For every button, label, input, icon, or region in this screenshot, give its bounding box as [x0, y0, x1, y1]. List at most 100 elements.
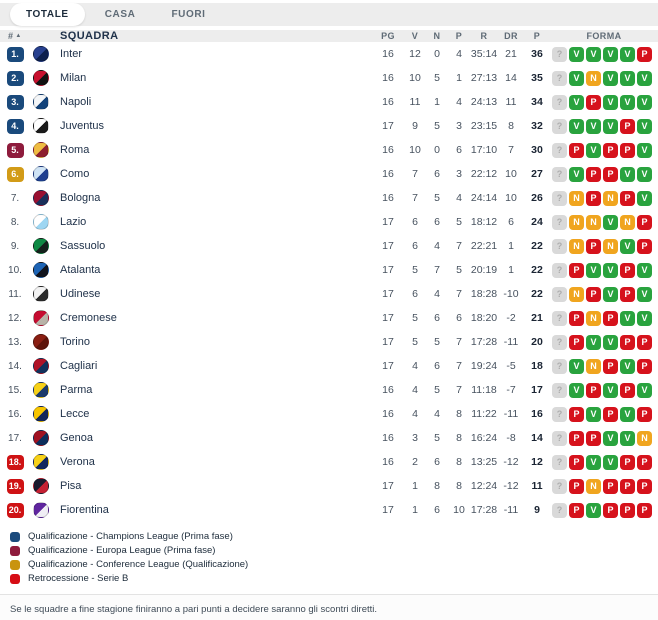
forma-upcoming-badge[interactable]: ? — [552, 46, 567, 62]
table-row[interactable]: 1. Inter 16 12 0 4 35:14 21 36? V V V V P — [0, 42, 658, 66]
header-pg[interactable]: PG — [381, 31, 395, 41]
forma-result-badge[interactable]: V — [637, 190, 652, 206]
table-row[interactable]: 19. Pisa 17 1 8 8 12:24 -12 11? P N P P P — [0, 474, 658, 498]
forma-result-badge[interactable]: V — [569, 70, 584, 86]
forma-upcoming-badge[interactable]: ? — [552, 142, 567, 158]
forma-upcoming-badge[interactable]: ? — [552, 238, 567, 254]
forma-result-badge[interactable]: P — [569, 478, 584, 494]
forma-upcoming-badge[interactable]: ? — [552, 334, 567, 350]
header-pts[interactable]: P — [533, 31, 541, 41]
forma-result-badge[interactable]: P — [637, 358, 652, 374]
table-row[interactable]: 17. Genoa 16 3 5 8 16:24 -8 14? P P V V N — [0, 426, 658, 450]
team-name[interactable]: Torino — [60, 336, 90, 348]
table-row[interactable]: 5. Roma 16 10 0 6 17:10 7 30? P V P P V — [0, 138, 658, 162]
table-row[interactable]: 9. Sassuolo 17 6 4 7 22:21 1 22? N P N V P — [0, 234, 658, 258]
forma-result-badge[interactable]: N — [569, 286, 584, 302]
forma-result-badge[interactable]: P — [620, 262, 635, 278]
tab-casa[interactable]: CASA — [104, 9, 136, 20]
table-row[interactable]: 14. Cagliari 17 4 6 7 19:24 -5 18? V N P V P — [0, 354, 658, 378]
forma-result-badge[interactable]: P — [620, 502, 635, 518]
forma-result-badge[interactable]: V — [620, 358, 635, 374]
forma-result-badge[interactable]: P — [603, 478, 618, 494]
forma-result-badge[interactable]: V — [620, 238, 635, 254]
forma-result-badge[interactable]: V — [603, 46, 618, 62]
forma-result-badge[interactable]: P — [569, 430, 584, 446]
forma-result-badge[interactable]: V — [569, 94, 584, 110]
forma-result-badge[interactable]: P — [569, 142, 584, 158]
forma-result-badge[interactable]: P — [620, 382, 635, 398]
forma-result-badge[interactable]: V — [603, 214, 618, 230]
forma-result-badge[interactable]: V — [603, 118, 618, 134]
forma-result-badge[interactable]: N — [637, 430, 652, 446]
forma-result-badge[interactable]: V — [637, 70, 652, 86]
forma-result-badge[interactable]: V — [603, 382, 618, 398]
forma-result-badge[interactable]: V — [620, 310, 635, 326]
forma-result-badge[interactable]: V — [620, 46, 635, 62]
forma-result-badge[interactable]: V — [569, 382, 584, 398]
table-row[interactable]: 18. Verona 16 2 6 8 13:25 -12 12? P V V P P — [0, 450, 658, 474]
forma-result-badge[interactable]: V — [586, 46, 601, 62]
table-row[interactable]: 6. Como 16 7 6 3 22:12 10 27? V P P V V — [0, 162, 658, 186]
team-name[interactable]: Udinese — [60, 288, 101, 300]
forma-result-badge[interactable]: P — [569, 334, 584, 350]
forma-result-badge[interactable]: P — [586, 382, 601, 398]
forma-result-badge[interactable]: P — [603, 358, 618, 374]
team-name[interactable]: Cagliari — [60, 360, 98, 372]
forma-result-badge[interactable]: V — [603, 334, 618, 350]
forma-result-badge[interactable]: V — [586, 142, 601, 158]
forma-result-badge[interactable]: N — [603, 238, 618, 254]
forma-upcoming-badge[interactable]: ? — [552, 118, 567, 134]
forma-upcoming-badge[interactable]: ? — [552, 286, 567, 302]
forma-result-badge[interactable]: P — [620, 286, 635, 302]
forma-result-badge[interactable]: N — [586, 214, 601, 230]
table-row[interactable]: 10. Atalanta 17 5 7 5 20:19 1 22? P V V P V — [0, 258, 658, 282]
forma-upcoming-badge[interactable]: ? — [552, 478, 567, 494]
team-name[interactable]: Milan — [60, 72, 87, 84]
forma-result-badge[interactable]: V — [569, 358, 584, 374]
header-n[interactable]: N — [433, 31, 441, 41]
team-name[interactable]: Pisa — [60, 480, 82, 492]
team-name[interactable]: Genoa — [60, 432, 94, 444]
forma-upcoming-badge[interactable]: ? — [552, 166, 567, 182]
table-row[interactable]: 11. Udinese 17 6 4 7 18:28 -10 22? N P V P V — [0, 282, 658, 306]
forma-result-badge[interactable]: P — [637, 46, 652, 62]
forma-result-badge[interactable]: V — [603, 94, 618, 110]
team-name[interactable]: Cremonese — [60, 312, 117, 324]
table-row[interactable]: 12. Cremonese 17 5 6 6 18:20 -2 21? P N P V V — [0, 306, 658, 330]
forma-result-badge[interactable]: V — [637, 286, 652, 302]
forma-result-badge[interactable]: N — [586, 358, 601, 374]
header-v[interactable]: V — [411, 31, 419, 41]
forma-upcoming-badge[interactable]: ? — [552, 94, 567, 110]
forma-result-badge[interactable]: V — [620, 94, 635, 110]
forma-result-badge[interactable]: P — [620, 142, 635, 158]
forma-result-badge[interactable]: N — [569, 238, 584, 254]
forma-result-badge[interactable]: P — [569, 502, 584, 518]
forma-result-badge[interactable]: V — [637, 310, 652, 326]
header-r[interactable]: R — [480, 31, 488, 41]
forma-result-badge[interactable]: P — [637, 238, 652, 254]
table-row[interactable]: 7. Bologna 16 7 5 4 24:14 10 26? N P N P V — [0, 186, 658, 210]
forma-result-badge[interactable]: V — [586, 454, 601, 470]
forma-result-badge[interactable]: P — [603, 502, 618, 518]
forma-result-badge[interactable]: P — [637, 406, 652, 422]
forma-upcoming-badge[interactable]: ? — [552, 190, 567, 206]
forma-result-badge[interactable]: V — [603, 70, 618, 86]
team-name[interactable]: Juventus — [60, 120, 105, 132]
forma-result-badge[interactable]: V — [637, 262, 652, 278]
forma-result-badge[interactable]: V — [586, 262, 601, 278]
forma-result-badge[interactable]: V — [586, 334, 601, 350]
forma-result-badge[interactable]: P — [586, 286, 601, 302]
forma-result-badge[interactable]: P — [637, 454, 652, 470]
forma-result-badge[interactable]: V — [637, 94, 652, 110]
table-row[interactable]: 15. Parma 16 4 5 7 11:18 -7 17? V P V P V — [0, 378, 658, 402]
forma-result-badge[interactable]: N — [603, 190, 618, 206]
table-row[interactable]: 20. Fiorentina 17 1 6 10 17:28 -11 9? P V P P P — [0, 498, 658, 522]
forma-result-badge[interactable]: P — [620, 478, 635, 494]
forma-result-badge[interactable]: P — [620, 454, 635, 470]
forma-upcoming-badge[interactable]: ? — [552, 430, 567, 446]
team-name[interactable]: Fiorentina — [60, 504, 109, 516]
forma-result-badge[interactable]: P — [620, 118, 635, 134]
forma-result-badge[interactable]: P — [637, 478, 652, 494]
table-row[interactable]: 13. Torino 17 5 5 7 17:28 -11 20? P V V P P — [0, 330, 658, 354]
forma-upcoming-badge[interactable]: ? — [552, 382, 567, 398]
